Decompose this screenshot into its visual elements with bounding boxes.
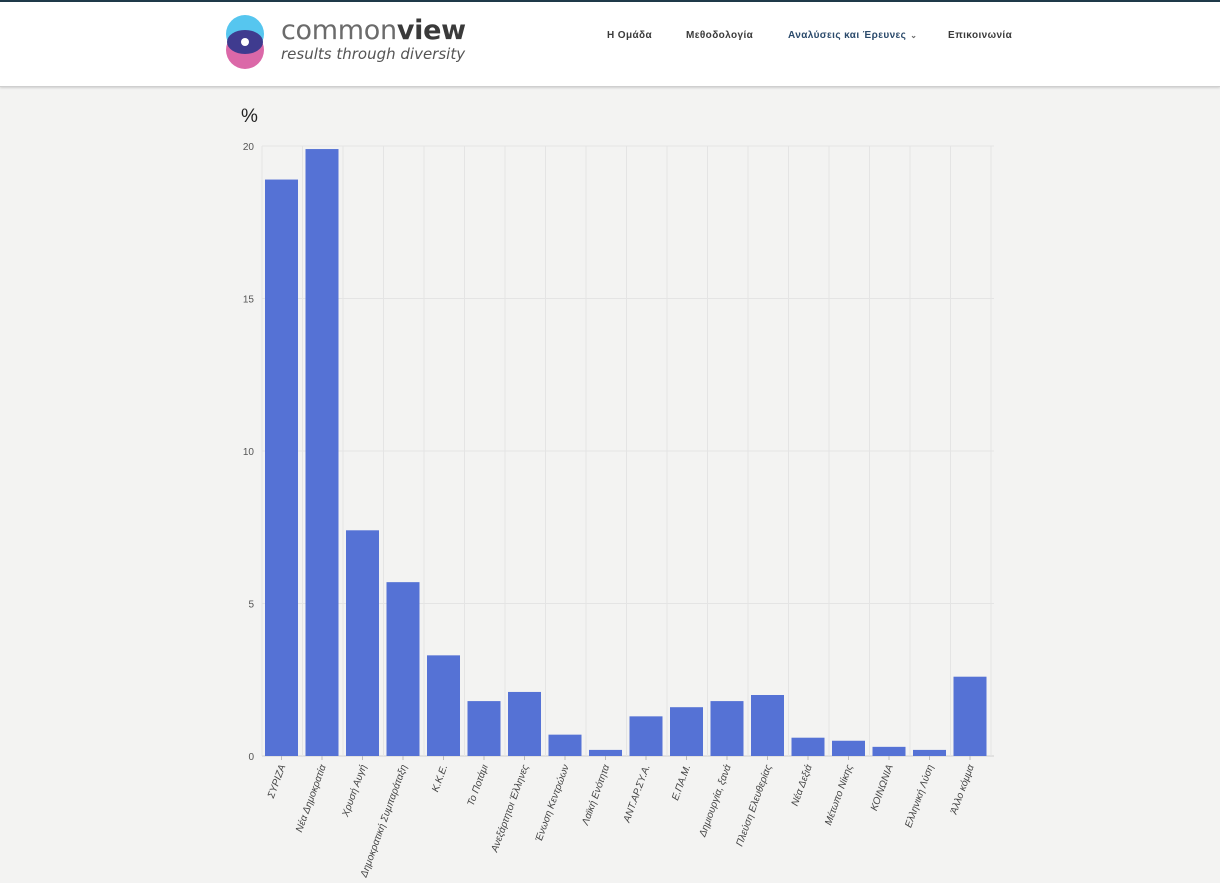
x-tick-label: ΑΝΤ.ΑΡ.ΣΥ.Α. (621, 763, 652, 825)
bar (386, 582, 420, 756)
bar (508, 691, 541, 756)
y-tick-label: 15 (243, 295, 255, 306)
nav-item-label: Επικοινωνία (948, 30, 1013, 41)
bar (872, 746, 906, 756)
site-logo[interactable]: commonview results through diversity (224, 14, 466, 74)
x-tick-label: Ένωση Κεντρώων (533, 763, 572, 843)
nav-item-label: Αναλύσεις και Έρευνες (788, 30, 907, 41)
bar (589, 749, 622, 756)
nav-item-contact[interactable]: Επικοινωνία (948, 30, 1012, 41)
y-tick-label: 10 (243, 447, 255, 458)
bar (710, 701, 744, 756)
y-tick-label: 5 (248, 600, 254, 611)
x-tick-label: Νέα Δεξιά (789, 763, 815, 808)
bar (791, 737, 825, 756)
brand-tagline: results through diversity (281, 45, 466, 63)
nav-item-label: Η Ομάδα (607, 30, 653, 41)
x-tick-label: Ε.ΠΑ.Μ. (670, 763, 693, 802)
x-tick-label: Λαϊκή Ενότητα (579, 763, 612, 828)
x-tick-label: Ελληνική Λύση (902, 763, 936, 830)
x-tick-label: Δημοκρατική Συμπαράταξη (357, 763, 409, 880)
x-tick-label: Νέα Δημοκρατία (293, 763, 329, 834)
y-axis-label: % (241, 106, 258, 127)
x-tick-label: Χρυσή Αυγή (339, 763, 369, 820)
bar (265, 179, 298, 757)
x-tick-label: Μέτωπο Νίκης (822, 763, 855, 827)
brand-name: commonview (281, 15, 466, 46)
x-tick-label: Το Ποτάμι (465, 762, 491, 807)
bar (548, 734, 582, 756)
x-tick-label: Πλεύση Ελευθερίας (734, 763, 775, 848)
bar (751, 695, 784, 756)
nav-item-team[interactable]: Η Ομάδα (607, 30, 652, 41)
bar (427, 655, 460, 756)
chevron-down-icon: ⌄ (910, 31, 918, 40)
nav-item-methodology[interactable]: Μεθοδολογία (686, 30, 753, 41)
brand-bold: view (396, 15, 466, 46)
brand-light: common (281, 15, 397, 46)
x-tick-label: Ανεξάρτητοι Έλληνες (488, 763, 531, 855)
x-tick-label: Δημιουργία, ξανά (696, 763, 734, 840)
nav-item-label: Μεθοδολογία (686, 30, 754, 41)
site-header: commonview results through diversity Η Ο… (0, 2, 1220, 87)
bar (305, 149, 339, 757)
bar (346, 530, 379, 756)
nav-item-analyses[interactable]: Αναλύσεις και Έρευνες ⌄ (788, 30, 917, 41)
bar (467, 701, 501, 756)
x-tick-label: Άλλο κόμμα (947, 763, 976, 817)
bar (953, 676, 987, 756)
logo-eye-icon (226, 15, 264, 69)
bar (913, 749, 946, 756)
x-tick-label: ΚΟΙΝΩΝΙΑ (869, 763, 896, 812)
y-tick-label: 0 (248, 752, 254, 763)
bar (670, 707, 703, 756)
y-tick-label: 20 (243, 142, 255, 153)
top-accent-line (0, 0, 1220, 2)
bar (629, 716, 663, 756)
main-navigation: Η Ομάδα Μεθοδολογία Αναλύσεις και Έρευνε… (0, 30, 1220, 50)
x-tick-label: ΣΥΡΙΖΑ (266, 763, 289, 801)
x-tick-label: Κ.Κ.Ε. (430, 763, 450, 793)
bar (832, 740, 865, 756)
